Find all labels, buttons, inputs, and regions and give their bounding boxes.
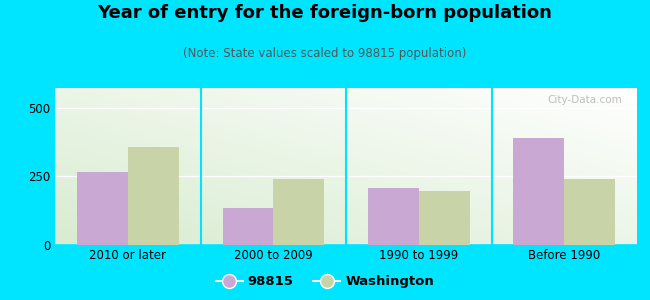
Bar — [419, 191, 470, 244]
Bar — [274, 179, 324, 244]
Text: City-Data.com: City-Data.com — [548, 95, 623, 105]
Bar — [128, 147, 179, 244]
Bar — [77, 172, 128, 244]
Bar — [564, 179, 615, 244]
Legend: 98815, Washington: 98815, Washington — [211, 270, 439, 293]
Bar — [368, 188, 419, 244]
Text: (Note: State values scaled to 98815 population): (Note: State values scaled to 98815 popu… — [183, 46, 467, 59]
Text: Year of entry for the foreign-born population: Year of entry for the foreign-born popul… — [98, 4, 552, 22]
Bar — [222, 208, 274, 244]
Bar — [514, 138, 564, 244]
